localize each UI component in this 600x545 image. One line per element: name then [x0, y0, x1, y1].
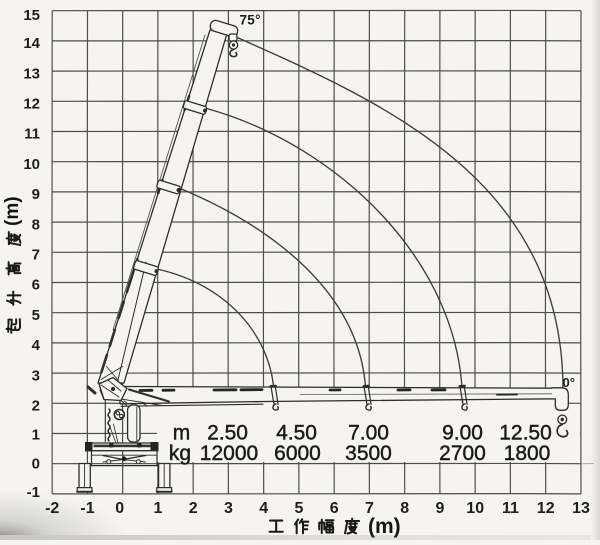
- svg-text:0: 0: [115, 500, 124, 517]
- svg-text:13: 13: [23, 65, 40, 82]
- svg-text:1: 1: [153, 500, 162, 517]
- svg-text:12.50: 12.50: [499, 422, 552, 445]
- svg-text:(m): (m): [2, 196, 23, 226]
- svg-text:12: 12: [23, 96, 40, 113]
- svg-text:1800: 1800: [504, 442, 551, 465]
- svg-text:9.00: 9.00: [442, 422, 483, 445]
- svg-text:7: 7: [32, 247, 40, 264]
- svg-text:2.50: 2.50: [207, 422, 248, 445]
- svg-text:10: 10: [23, 156, 40, 173]
- svg-text:1: 1: [32, 427, 40, 444]
- svg-text:5: 5: [294, 500, 303, 517]
- svg-text:9: 9: [435, 500, 444, 517]
- svg-text:6: 6: [330, 500, 339, 517]
- svg-text:-1: -1: [27, 484, 40, 501]
- svg-text:12: 12: [537, 500, 555, 517]
- svg-text:10: 10: [466, 500, 484, 517]
- svg-text:7: 7: [365, 500, 374, 517]
- svg-text:m: m: [173, 422, 191, 445]
- svg-text:12000: 12000: [200, 442, 258, 465]
- svg-text:11: 11: [502, 500, 519, 517]
- svg-text:6: 6: [32, 277, 40, 294]
- svg-text:8: 8: [32, 216, 40, 233]
- svg-text:13: 13: [572, 500, 590, 517]
- svg-text:2: 2: [189, 500, 198, 517]
- svg-text:5: 5: [32, 307, 40, 324]
- svg-text:75°: 75°: [240, 13, 261, 28]
- svg-text:6000: 6000: [274, 442, 321, 465]
- svg-text:14: 14: [23, 35, 40, 52]
- svg-text:0: 0: [32, 455, 40, 472]
- svg-text:3: 3: [224, 500, 233, 517]
- svg-text:-1: -1: [80, 500, 94, 517]
- svg-text:2700: 2700: [439, 442, 486, 465]
- svg-text:4.50: 4.50: [276, 422, 317, 445]
- svg-text:kg: kg: [169, 442, 191, 465]
- svg-text:4: 4: [32, 337, 41, 354]
- svg-text:8: 8: [400, 500, 409, 517]
- svg-text:4: 4: [259, 500, 268, 517]
- svg-text:9: 9: [32, 186, 40, 203]
- svg-text:2: 2: [32, 398, 40, 415]
- svg-text:(m): (m): [368, 515, 401, 538]
- svg-text:-2: -2: [45, 500, 59, 517]
- svg-text:15: 15: [23, 7, 40, 24]
- svg-text:11: 11: [24, 126, 40, 143]
- svg-text:0°: 0°: [563, 375, 575, 390]
- svg-text:3500: 3500: [345, 442, 392, 465]
- svg-text:3: 3: [32, 367, 40, 384]
- svg-text:7.00: 7.00: [348, 422, 389, 445]
